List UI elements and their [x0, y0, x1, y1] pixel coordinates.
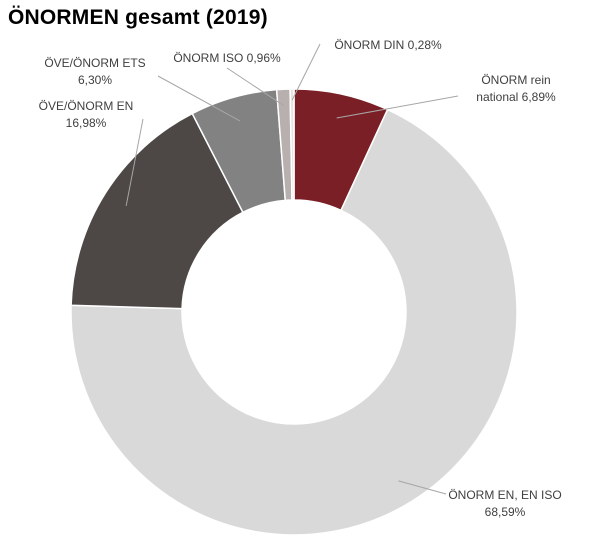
slice-label-oenorm-iso: ÖNORM ISO 0,96% — [173, 51, 281, 65]
slice-oeve-oenorm-en — [70, 112, 244, 310]
slice-oenorm-en-en-iso — [70, 108, 518, 536]
leader-line-oenorm-iso — [226, 67, 285, 107]
donut-slices — [70, 88, 518, 536]
leader-line-oeve-oenorm-en — [125, 118, 144, 207]
slice-label-oeve-oenorm-ets: ÖVE/ÖNORM ETS 6,30% — [44, 56, 145, 87]
leader-lines — [125, 43, 459, 495]
leader-line-oenorm-rein-national — [336, 95, 459, 119]
slice-label-oenorm-din: ÖNORM DIN 0,28% — [334, 38, 442, 52]
leader-line-oeve-oenorm-ets — [157, 75, 241, 122]
slice-labels: ÖNORM rein national 6,89% ÖNORM EN, EN ISO… — [39, 38, 562, 519]
slice-label-oenorm-en-en-iso: ÖNORM EN, EN ISO 68,59% — [448, 488, 561, 519]
slice-oenorm-din — [289, 88, 295, 201]
slice-label-oeve-oenorm-en: ÖVE/ÖNORM EN 16,98% — [39, 99, 134, 130]
leader-line-oenorm-din — [291, 43, 321, 101]
chart-title: ÖNORMEN gesamt (2019) — [8, 6, 268, 29]
leader-line-oenorm-en-en-iso — [398, 480, 447, 495]
slice-label-oenorm-rein-national: ÖNORM rein national 6,89% — [476, 73, 556, 104]
